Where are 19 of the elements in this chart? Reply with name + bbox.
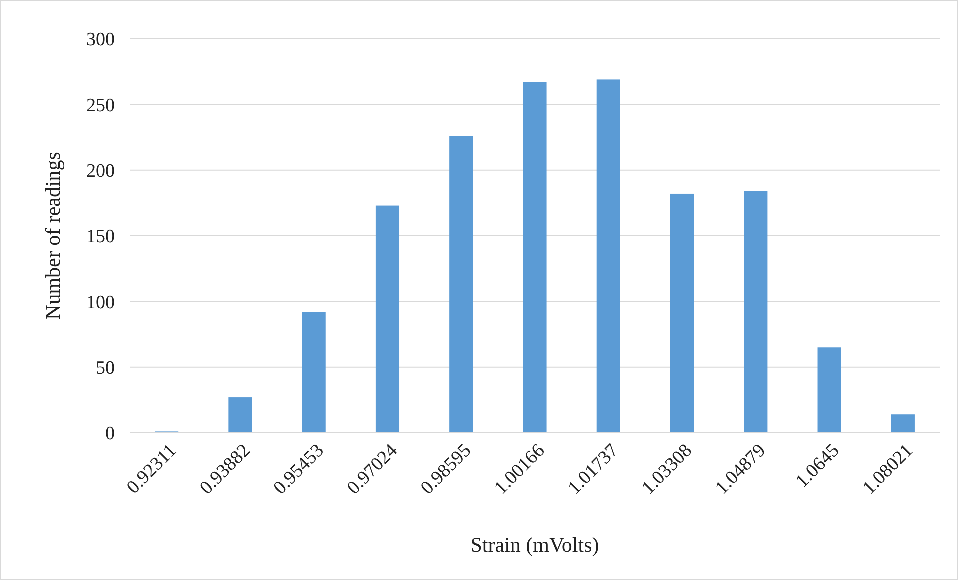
bar [523,82,547,433]
bar [596,80,620,433]
bar [228,398,252,433]
bar [670,194,694,433]
bar [818,348,842,433]
bar [744,191,768,433]
y-tick-label: 150 [86,226,115,248]
y-tick-label: 50 [96,358,115,379]
y-tick-label: 100 [86,292,115,314]
bar [891,414,915,433]
y-tick-label: 300 [86,30,115,51]
y-tick-label: 200 [86,160,115,182]
x-axis-title: Strain (mVolts) [470,533,600,557]
y-tick-label: 250 [86,95,115,116]
bar [450,136,474,433]
bar [376,206,400,433]
y-axis-title: Number of readings [41,152,65,320]
y-tick-label: 0 [106,424,115,445]
bar [302,312,326,433]
